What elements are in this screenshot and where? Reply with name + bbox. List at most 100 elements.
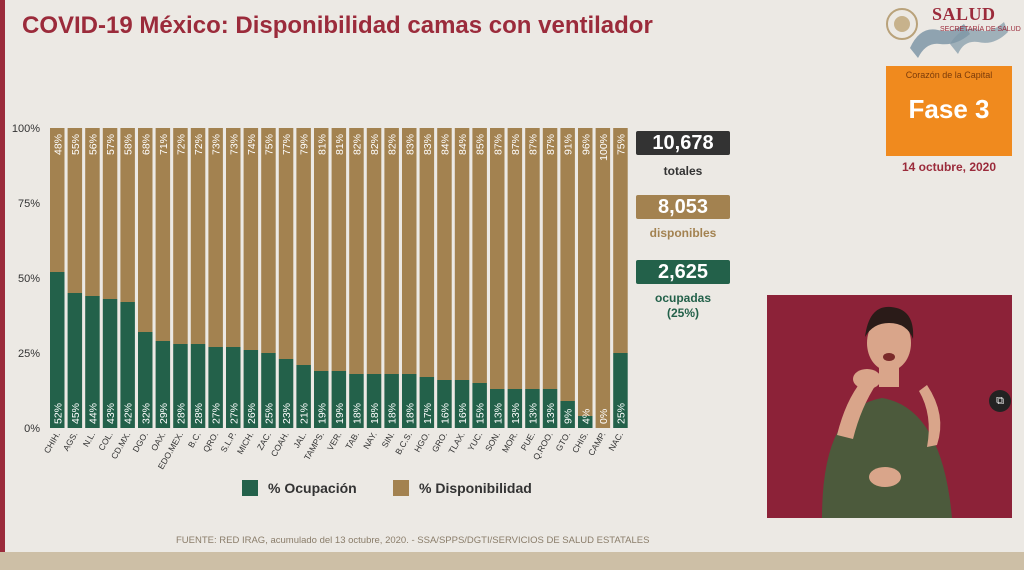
occupation-value-label: 4% [580, 409, 592, 424]
y-tick-label: 50% [18, 273, 40, 285]
bar-availability [278, 128, 294, 359]
occupation-value-label: 16% [457, 403, 469, 424]
bar-availability [173, 128, 188, 344]
occupied-percent: (25%) [666, 306, 699, 320]
bar-availability [507, 128, 523, 389]
category-label: SIN. [379, 430, 396, 449]
bar-occupation [85, 296, 100, 428]
bar-occupation [208, 347, 223, 428]
bar-availability [67, 128, 83, 293]
occupation-value-label: 9% [563, 409, 575, 424]
category-label: NAC. [606, 430, 625, 453]
availability-value-label: 87% [492, 134, 504, 155]
bar-availability [120, 128, 135, 302]
logo-subtext: SECRETARÍA DE SALUD [940, 26, 1021, 33]
bar-availability [50, 128, 65, 272]
availability-value-label: 48% [52, 134, 64, 155]
availability-value-label: 81% [316, 134, 328, 155]
bar-availability [314, 128, 329, 371]
occupied-label: ocupadas [654, 291, 711, 305]
category-label: TLAX. [446, 430, 466, 455]
occupation-value-label: 18% [369, 403, 381, 424]
availability-value-label: 73% [211, 134, 223, 155]
bar-availability [402, 128, 417, 374]
availability-value-label: 71% [158, 134, 170, 155]
legend-occupation: % Ocupación [242, 480, 357, 496]
legend-label-availability: % Disponibilidad [419, 480, 532, 496]
category-label: CAMP. [586, 430, 608, 457]
availability-value-label: 73% [228, 134, 240, 155]
picture-in-picture-icon[interactable]: ⧉ [989, 390, 1011, 412]
available-label: disponibles [649, 226, 717, 240]
bar-availability [243, 128, 259, 350]
bar-availability [595, 128, 611, 428]
availability-value-label: 81% [334, 134, 346, 155]
occupation-value-label: 17% [422, 403, 434, 424]
bar-occupation [173, 344, 188, 428]
bar-occupation [613, 353, 628, 428]
bar-availability [349, 128, 364, 374]
availability-value-label: 58% [123, 134, 135, 155]
bar-occupation [190, 344, 206, 428]
bar-occupation [578, 416, 593, 428]
occupation-value-label: 29% [158, 403, 170, 424]
category-label: TAB. [343, 430, 361, 451]
category-label: YUC. [466, 430, 485, 453]
occupation-value-label: 0% [598, 409, 610, 424]
occupation-value-label: 16% [439, 403, 451, 424]
logo-text: SALUD [932, 4, 996, 24]
occupation-value-label: 28% [193, 403, 205, 424]
bar-occupation [155, 341, 171, 428]
bar-occupation [102, 299, 118, 428]
occupation-value-label: 27% [211, 403, 223, 424]
bar-occupation [296, 365, 311, 428]
total-value-box: 10,678 [636, 131, 730, 155]
bar-occupation [384, 374, 399, 428]
occupation-value-label: 15% [475, 403, 487, 424]
occupation-value-label: 32% [140, 403, 152, 424]
occupation-value-label: 43% [105, 403, 117, 424]
availability-value-label: 68% [140, 134, 152, 155]
y-tick-label: 25% [18, 348, 40, 360]
occupation-value-label: 19% [316, 403, 328, 424]
occupation-value-label: 23% [281, 403, 293, 424]
bar-availability [560, 128, 575, 401]
bar-occupation [560, 401, 575, 428]
availability-value-label: 83% [404, 134, 416, 155]
y-tick-label: 0% [24, 423, 40, 435]
bar-occupation [120, 302, 135, 428]
availability-value-label: 75% [615, 134, 627, 155]
bar-availability [419, 128, 435, 377]
bar-availability [613, 128, 628, 353]
bar-occupation [67, 293, 83, 428]
stacked-bar-chart: 0% 25% 50% 75% 100% 48% 52% CHIH. 55% 45% AGS. 56% 4… [12, 123, 628, 471]
availability-value-label: 77% [281, 134, 293, 155]
bottom-band [0, 552, 1024, 570]
salud-logo-icon [886, 8, 1008, 58]
occupation-value-label: 19% [334, 403, 346, 424]
total-label: totales [663, 164, 703, 178]
bar-occupation [314, 371, 329, 428]
legend-availability: % Disponibilidad [393, 480, 532, 496]
availability-value-label: 72% [175, 134, 187, 155]
bar-occupation [525, 389, 540, 428]
occupation-value-label: 27% [228, 403, 240, 424]
accent-bar [0, 0, 5, 552]
category-label: NAY. [361, 430, 379, 451]
occupation-value-label: 13% [492, 403, 504, 424]
category-label: VER. [325, 430, 344, 452]
bar-occupation [419, 377, 435, 428]
bar-availability [102, 128, 118, 299]
bar-availability [437, 128, 452, 380]
sign-language-video[interactable] [767, 295, 1012, 518]
availability-value-label: 83% [422, 134, 434, 155]
legend-swatch-occupation [242, 480, 258, 496]
source-note: FUENTE: RED IRAG, acumulado del 13 octub… [176, 535, 650, 546]
availability-value-label: 82% [387, 134, 399, 155]
availability-value-label: 79% [299, 134, 311, 155]
category-label: QRO. [201, 430, 221, 454]
bar-occupation [349, 374, 364, 428]
availability-value-label: 87% [510, 134, 522, 155]
availability-value-label: 56% [87, 134, 99, 155]
occupation-value-label: 18% [351, 403, 363, 424]
